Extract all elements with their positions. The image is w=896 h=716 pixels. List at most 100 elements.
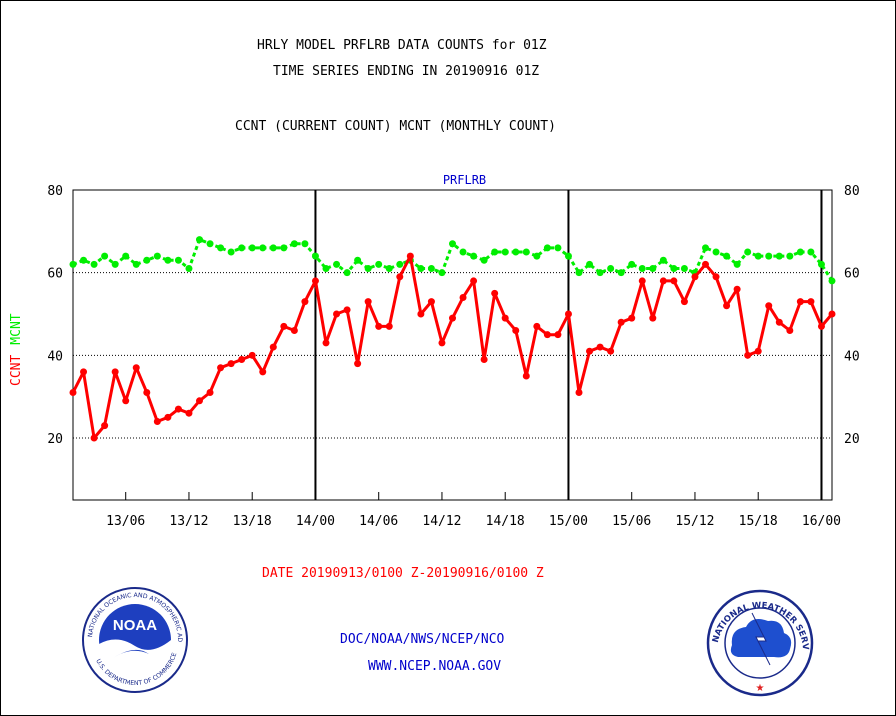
data-point-mcnt	[449, 240, 456, 248]
header-legend-description: CCNT (CURRENT COUNT) MCNT (MONTHLY COUNT…	[235, 119, 556, 134]
data-point-ccnt	[733, 285, 741, 293]
data-point-ccnt	[301, 298, 309, 306]
data-point-ccnt	[670, 277, 678, 285]
data-point-ccnt	[449, 314, 456, 322]
data-point-ccnt	[90, 434, 98, 442]
data-point-ccnt	[333, 310, 341, 318]
data-point-mcnt	[702, 244, 709, 252]
data-point-ccnt	[723, 302, 731, 310]
data-point-mcnt	[227, 248, 235, 256]
data-point-mcnt	[712, 248, 720, 256]
data-point-ccnt	[311, 277, 319, 285]
data-point-mcnt	[533, 252, 541, 260]
data-point-mcnt	[480, 256, 488, 264]
data-point-mcnt	[427, 265, 435, 273]
data-point-ccnt	[470, 277, 478, 285]
data-point-mcnt	[132, 260, 140, 268]
data-point-mcnt	[311, 252, 319, 260]
data-point-mcnt	[659, 256, 667, 264]
data-point-ccnt	[375, 322, 383, 330]
y-tick-label-right: 60	[844, 267, 860, 282]
y-axis-label-ccnt: CCNT	[9, 355, 24, 386]
x-tick-label: 15/00	[549, 514, 588, 529]
data-point-mcnt	[733, 260, 741, 268]
header-subtitle: TIME SERIES ENDING IN 20190916 01Z	[273, 64, 540, 79]
header-title: HRLY MODEL PRFLRB DATA COUNTS for 01Z	[257, 38, 547, 53]
data-point-mcnt	[638, 265, 646, 273]
data-point-ccnt	[385, 322, 393, 330]
x-tick-label: 13/12	[169, 514, 208, 529]
data-point-ccnt	[206, 389, 214, 397]
data-point-mcnt	[290, 240, 298, 248]
x-tick-label: 14/06	[359, 514, 398, 529]
data-point-ccnt	[543, 331, 551, 339]
data-point-ccnt	[153, 417, 161, 425]
data-point-mcnt	[543, 244, 551, 252]
data-point-ccnt	[796, 298, 804, 306]
data-point-mcnt	[101, 252, 109, 260]
x-tick-label: 16/00	[802, 514, 841, 529]
data-point-mcnt	[564, 252, 572, 260]
nws-star-icon: ★	[756, 683, 765, 694]
x-tick-label: 15/18	[739, 514, 778, 529]
data-point-mcnt	[501, 248, 509, 256]
y-axis-label: CCNT MCNT	[9, 313, 24, 386]
data-point-mcnt	[512, 248, 520, 256]
data-point-mcnt	[354, 256, 362, 264]
data-point-mcnt	[649, 265, 657, 273]
chart-title: PRFLRB	[443, 173, 486, 187]
data-point-ccnt	[132, 364, 140, 372]
y-tick-label-left: 40	[47, 349, 63, 364]
data-point-ccnt	[438, 339, 446, 347]
data-point-ccnt	[691, 273, 699, 281]
y-tick-label-left: 60	[47, 267, 63, 282]
data-point-ccnt	[533, 322, 541, 330]
data-point-ccnt	[185, 409, 193, 417]
data-point-mcnt	[670, 265, 678, 273]
data-point-mcnt	[164, 256, 172, 264]
data-point-mcnt	[522, 248, 530, 256]
data-point-mcnt	[470, 252, 478, 260]
y-tick-label-left: 20	[47, 432, 63, 447]
data-point-ccnt	[174, 405, 182, 413]
data-point-ccnt	[269, 343, 277, 351]
x-tick-label: 14/12	[422, 514, 461, 529]
data-point-mcnt	[396, 260, 404, 268]
data-point-mcnt	[765, 252, 773, 260]
data-point-ccnt	[80, 368, 88, 376]
x-tick-label: 14/18	[486, 514, 525, 529]
data-point-mcnt	[217, 244, 225, 252]
data-point-mcnt	[375, 260, 383, 268]
data-point-ccnt	[702, 260, 709, 268]
data-point-ccnt	[364, 298, 372, 306]
data-point-mcnt	[775, 252, 783, 260]
data-point-ccnt	[765, 302, 773, 310]
data-point-ccnt	[596, 343, 604, 351]
data-point-ccnt	[259, 368, 267, 376]
data-point-mcnt	[280, 244, 288, 252]
data-point-mcnt	[617, 269, 625, 277]
x-tick-label: 15/12	[675, 514, 714, 529]
data-point-ccnt	[817, 322, 825, 330]
data-point-ccnt	[396, 273, 404, 281]
data-point-ccnt	[227, 360, 235, 368]
data-point-ccnt	[586, 347, 594, 355]
data-point-ccnt	[807, 298, 815, 306]
y-tick-label-right: 40	[844, 349, 860, 364]
data-point-mcnt	[80, 256, 88, 264]
data-point-ccnt	[406, 252, 414, 260]
data-point-ccnt	[354, 360, 362, 368]
noaa-logo: NOAA NATIONAL OCEANIC AND ATMOSPHERIC AD…	[82, 587, 188, 693]
data-point-mcnt	[586, 260, 594, 268]
data-point-ccnt	[459, 293, 467, 301]
data-point-mcnt	[417, 265, 425, 273]
data-point-ccnt	[280, 322, 288, 330]
data-point-ccnt	[196, 397, 203, 405]
data-point-mcnt	[459, 248, 467, 256]
data-point-mcnt	[174, 256, 182, 264]
data-point-ccnt	[712, 273, 720, 281]
data-point-mcnt	[343, 269, 351, 277]
data-point-ccnt	[491, 289, 499, 297]
data-point-mcnt	[206, 240, 214, 248]
